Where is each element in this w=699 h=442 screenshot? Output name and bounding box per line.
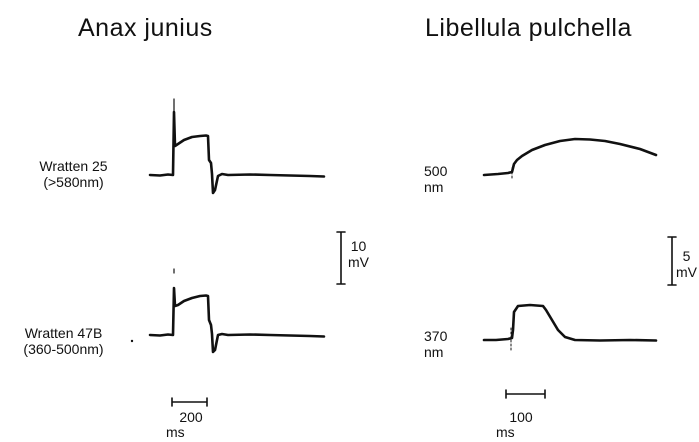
left-top-response-trace (148, 110, 326, 195)
right-time-scale-value: 100 (509, 409, 533, 425)
left-bottom-trace-label: Wratten 47B (360-500nm) (6, 325, 121, 357)
right-bottom-trace-label-line2: nm (424, 344, 444, 360)
right-voltage-scale-label: 5 mV (676, 248, 697, 280)
right-top-trace-label-line1: 500 (424, 163, 448, 179)
left-time-scale-value: 200 (179, 409, 203, 425)
left-bottom-trace-label-line2: (360-500nm) (23, 341, 104, 357)
right-time-scale-bar (505, 389, 546, 399)
left-bottom-response-trace (148, 286, 326, 354)
left-time-scale-label: 200 ms (160, 410, 222, 440)
left-voltage-scale-label: 10 mV (348, 238, 369, 270)
right-panel-title: Libellula pulchella (425, 14, 632, 42)
right-top-response-trace (482, 137, 658, 177)
right-top-trace-label: 500 nm (424, 163, 447, 195)
left-time-scale-unit: ms (166, 424, 185, 440)
right-voltage-scale-unit: mV (676, 264, 697, 280)
right-time-scale-label: 100 ms (494, 410, 548, 440)
right-bottom-response-trace (482, 303, 658, 342)
left-top-trace-label: Wratten 25 (>580nm) (26, 158, 121, 190)
right-voltage-scale-value: 5 (682, 248, 691, 264)
left-panel-title: Anax junius (78, 14, 213, 42)
right-bottom-trace-label-line1: 370 (424, 328, 448, 344)
left-time-scale-bar (171, 397, 208, 407)
right-time-scale-unit: ms (496, 424, 515, 440)
left-voltage-scale-value: 10 (350, 238, 367, 254)
left-voltage-scale-unit: mV (348, 254, 369, 270)
right-bottom-trace-label: 370 nm (424, 328, 447, 360)
left-top-trace-label-line2: (>580nm) (43, 174, 104, 190)
left-bottom-trace-label-line1: Wratten 47B (24, 325, 103, 341)
left-top-trace-label-line1: Wratten 25 (39, 158, 108, 174)
left-voltage-scale-bar (336, 231, 346, 285)
left-bottom-label-dot (130, 339, 134, 343)
right-top-trace-label-line2: nm (424, 179, 444, 195)
right-voltage-scale-bar (667, 236, 677, 286)
